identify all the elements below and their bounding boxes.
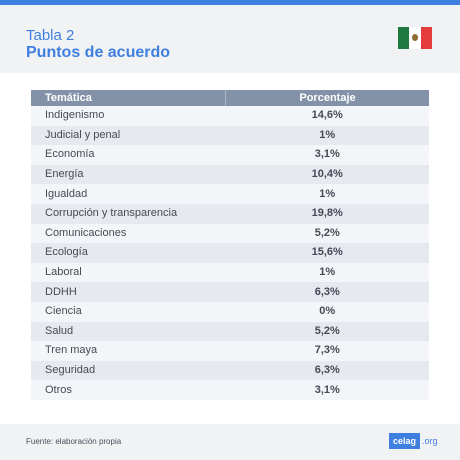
cell-tematica: Salud xyxy=(31,321,226,342)
mexico-flag-icon xyxy=(398,27,432,49)
cell-tematica: Indigenismo xyxy=(31,106,226,126)
cell-tematica: Seguridad xyxy=(31,360,226,381)
cell-porcentaje: 6,3% xyxy=(225,282,429,302)
cell-porcentaje: 1% xyxy=(225,184,429,204)
page-title: Puntos de acuerdo xyxy=(26,44,171,61)
table-row: Salud 5,2% xyxy=(31,321,429,342)
cell-tematica: Economía xyxy=(31,145,226,165)
cell-tematica: Igualdad xyxy=(31,184,226,204)
cell-porcentaje: 7,3% xyxy=(225,341,429,361)
table-row: Seguridad 6,3% xyxy=(31,360,429,381)
cell-porcentaje: 3,1% xyxy=(225,380,429,400)
table-row: Economía 3,1% xyxy=(31,145,429,165)
cell-tematica: Comunicaciones xyxy=(31,223,226,244)
table-row: Igualdad 1% xyxy=(31,184,429,204)
cell-tematica: Corrupción y transparencia xyxy=(31,203,226,224)
cell-porcentaje: 6,3% xyxy=(225,360,429,381)
cell-tematica: Otros xyxy=(31,380,226,400)
cell-porcentaje: 1% xyxy=(225,125,429,146)
table-row: Ciencia 0% xyxy=(31,301,429,322)
cell-porcentaje: 14,6% xyxy=(225,106,429,126)
logo-main: celag xyxy=(389,433,421,449)
cell-tematica: Judicial y penal xyxy=(31,125,226,146)
table-row: Otros 3,1% xyxy=(31,380,429,400)
table-number: Tabla 2 xyxy=(26,27,75,44)
cell-tematica: DDHH xyxy=(31,282,226,302)
cell-porcentaje: 19,8% xyxy=(225,203,429,224)
table-header-row: Temática Porcentaje xyxy=(31,90,429,106)
cell-tematica: Energía xyxy=(31,164,226,185)
cell-tematica: Ciencia xyxy=(31,301,226,322)
table-row: Energía 10,4% xyxy=(31,164,429,185)
table-row: Judicial y penal 1% xyxy=(31,125,429,146)
cell-tematica: Laboral xyxy=(31,262,226,283)
source-note: Fuente: elaboración propia xyxy=(26,437,122,446)
table-row: Comunicaciones 5,2% xyxy=(31,223,429,244)
table-row: Indigenismo 14,6% xyxy=(31,106,429,126)
table-row: DDHH 6,3% xyxy=(31,282,429,302)
logo-ext: .org xyxy=(422,436,438,446)
cell-porcentaje: 15,6% xyxy=(225,243,429,263)
cell-tematica: Ecología xyxy=(31,243,226,263)
celag-logo: celag .org xyxy=(389,433,438,449)
table-row: Tren maya 7,3% xyxy=(31,341,429,361)
top-accent-bar xyxy=(0,0,460,5)
table-row: Corrupción y transparencia 19,8% xyxy=(31,203,429,224)
footer: Fuente: elaboración propia celag .org xyxy=(0,424,460,460)
cell-porcentaje: 5,2% xyxy=(225,321,429,342)
table-row: Laboral 1% xyxy=(31,262,429,283)
cell-porcentaje: 10,4% xyxy=(225,164,429,185)
table-row: Ecología 15,6% xyxy=(31,243,429,263)
header: Tabla 2 Puntos de acuerdo xyxy=(0,5,460,73)
cell-porcentaje: 5,2% xyxy=(225,223,429,244)
cell-porcentaje: 0% xyxy=(225,301,429,322)
cell-porcentaje: 1% xyxy=(225,262,429,283)
agreements-table: Temática Porcentaje Indigenismo 14,6% Judi… xyxy=(31,90,429,400)
cell-porcentaje: 3,1% xyxy=(225,145,429,165)
cell-tematica: Tren maya xyxy=(31,341,226,361)
column-header-porcentaje: Porcentaje xyxy=(225,90,429,106)
emblem-icon xyxy=(412,34,419,41)
column-header-tematica: Temática xyxy=(31,90,226,106)
